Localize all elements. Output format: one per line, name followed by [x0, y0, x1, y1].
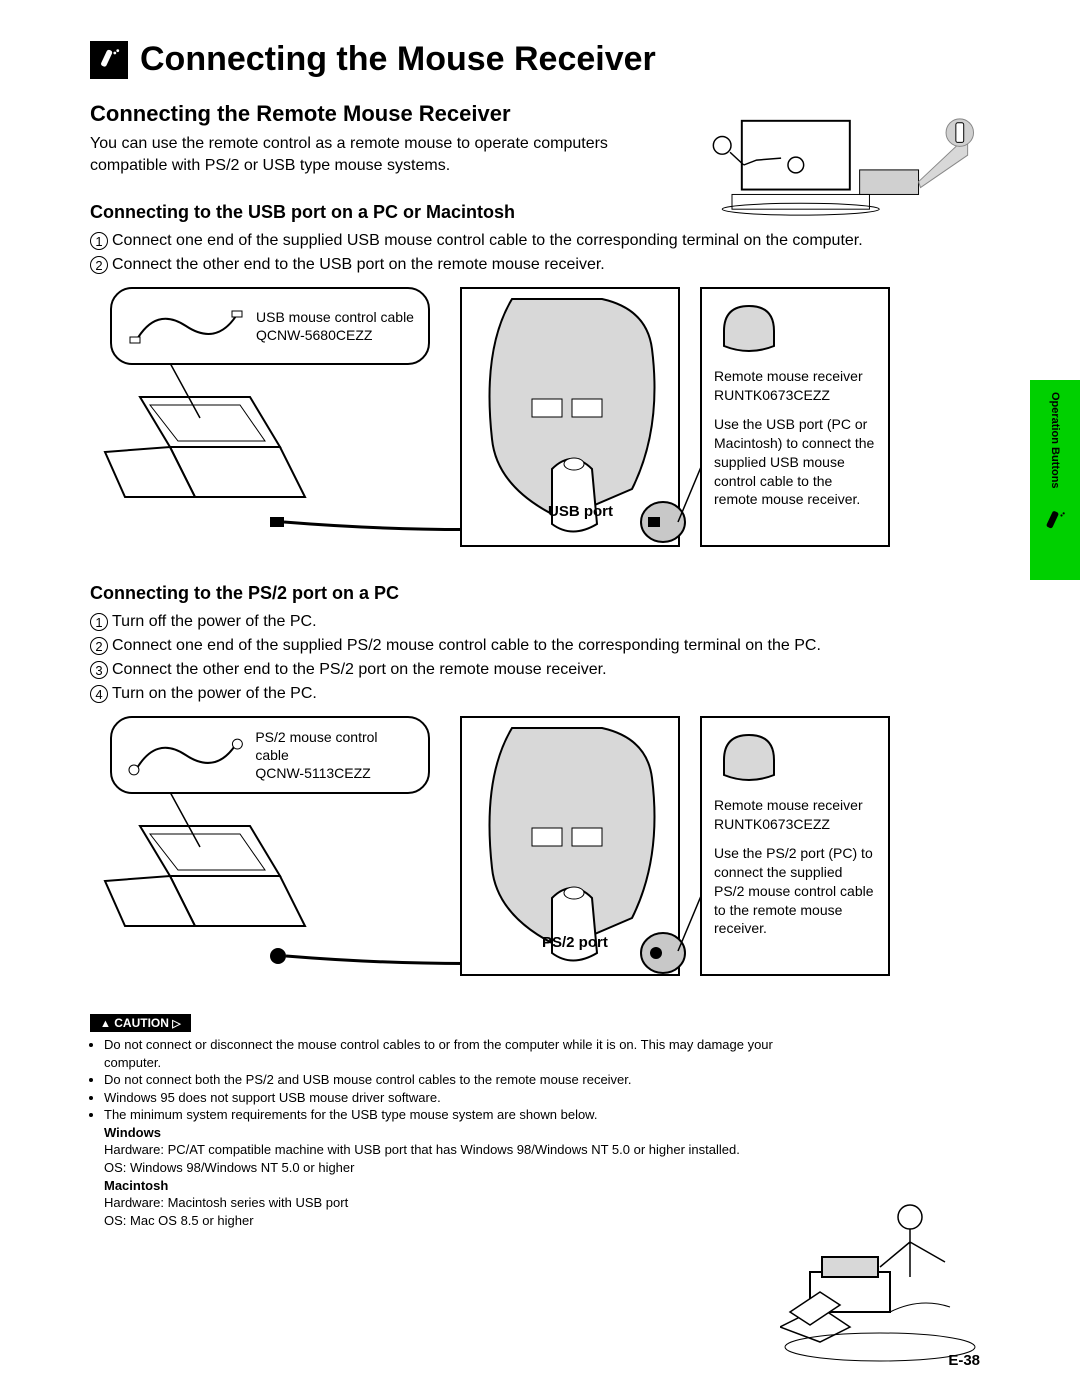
ps2-steps: 1Turn off the power of the PC. 2Connect …: [90, 610, 990, 706]
usb-recv-part: RUNTK0673CEZZ: [714, 386, 876, 405]
sysreq-windows: Windows Hardware: PC/AT compatible machi…: [104, 1124, 990, 1177]
usb-recv-label: Remote mouse receiver: [714, 367, 876, 386]
ps2-diagram: PS/2 mouse control cable QCNW-5113CEZZ P…: [90, 716, 990, 996]
remote-title-icon: [90, 41, 128, 79]
mac-label: Macintosh: [104, 1178, 168, 1193]
ps2-cable-icon: [126, 730, 245, 780]
mac-os: OS: Mac OS 8.5 or higher: [104, 1213, 254, 1228]
caution-list: Do not connect or disconnect the mouse c…: [90, 1036, 830, 1124]
page-number: E-38: [948, 1352, 980, 1369]
win-label: Windows: [104, 1125, 161, 1140]
usb-cable-part: QCNW-5680CEZZ: [256, 326, 414, 344]
caution-badge: ▲ CAUTION ▷: [90, 1014, 191, 1032]
ps2-step-3: Connect the other end to the PS/2 port o…: [112, 661, 607, 678]
ps2-recv-part: RUNTK0673CEZZ: [714, 815, 876, 834]
remote-icon: [1042, 509, 1068, 535]
pointer-line: [150, 792, 230, 852]
usb-step-2: Connect the other end to the USB port on…: [112, 256, 605, 273]
pointer-line: [676, 896, 706, 966]
ps2-step-1: Turn off the power of the PC.: [112, 613, 317, 630]
side-tab: Operation Buttons: [1030, 380, 1080, 580]
caution-item: The minimum system requirements for the …: [104, 1106, 830, 1124]
usb-port-label: USB port: [548, 503, 613, 520]
win-hw: Hardware: PC/AT compatible machine with …: [104, 1142, 740, 1157]
page-title: Connecting the Mouse Receiver: [140, 40, 656, 79]
pointer-line: [150, 363, 230, 423]
usb-step-1: Connect one end of the supplied USB mous…: [112, 232, 863, 249]
win-os: OS: Windows 98/Windows NT 5.0 or higher: [104, 1160, 354, 1175]
ps2-recv-label: Remote mouse receiver: [714, 796, 876, 815]
usb-diagram: USB mouse control cable QCNW-5680CEZZ US…: [90, 287, 990, 557]
usb-steps: 1Connect one end of the supplied USB mou…: [90, 229, 990, 277]
usb-cable-label: USB mouse control cable: [256, 308, 414, 326]
ps2-step-2: Connect one end of the supplied PS/2 mou…: [112, 637, 821, 654]
side-tab-label: Operation Buttons: [1049, 392, 1061, 489]
ps2-recv-desc: Use the PS/2 port (PC) to connect the su…: [714, 844, 876, 938]
hero-illustration: [700, 110, 980, 220]
ps2-heading: Connecting to the PS/2 port on a PC: [90, 583, 990, 604]
intro-text: You can use the remote control as a remo…: [90, 133, 650, 176]
pointer-line: [676, 467, 706, 537]
ps2-port-label: PS/2 port: [542, 934, 608, 951]
receiver-small-icon: [714, 301, 784, 356]
mac-hw: Hardware: Macintosh series with USB port: [104, 1195, 348, 1210]
ps2-step-4: Turn on the power of the PC.: [112, 685, 317, 702]
caution-item: Do not connect both the PS/2 and USB mou…: [104, 1071, 830, 1089]
caution-item: Windows 95 does not support USB mouse dr…: [104, 1089, 830, 1107]
ps2-cable-part: QCNW-5113CEZZ: [255, 764, 414, 782]
receiver-small-icon: [714, 730, 784, 785]
ps2-cable-label: PS/2 mouse control cable: [255, 728, 414, 764]
usb-recv-desc: Use the USB port (PC or Macintosh) to co…: [714, 415, 876, 509]
caution-label: CAUTION: [114, 1016, 169, 1030]
user-illustration: [780, 1197, 980, 1367]
usb-cable-icon: [126, 301, 246, 351]
title-row: Connecting the Mouse Receiver: [90, 40, 990, 79]
caution-item: Do not connect or disconnect the mouse c…: [104, 1036, 830, 1071]
